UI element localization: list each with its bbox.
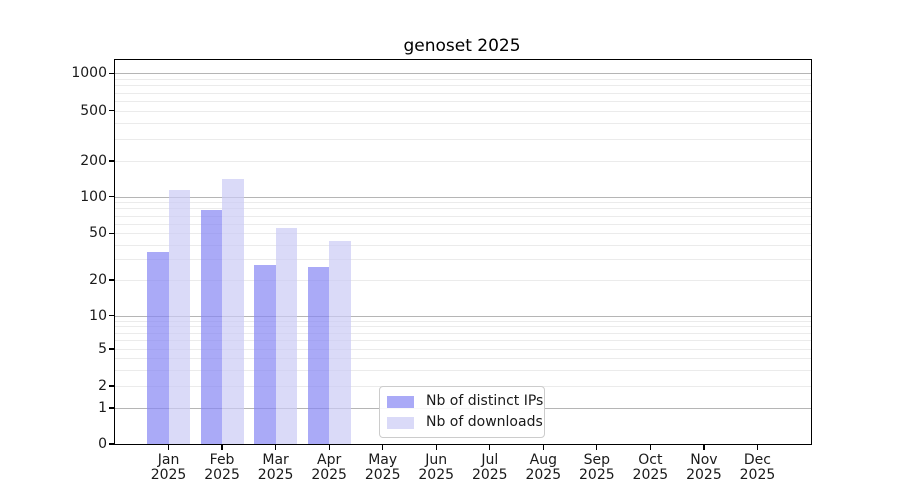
minor-gridline — [115, 233, 811, 235]
y-tick-label: 1 — [98, 399, 107, 416]
x-axis-tick — [328, 444, 330, 450]
x-axis-tick — [221, 444, 223, 450]
y-axis-tick — [109, 196, 115, 198]
y-tick-label: 500 — [80, 102, 107, 119]
y-axis-tick — [109, 385, 115, 387]
minor-gridline — [115, 160, 811, 162]
minor-gridline — [115, 92, 811, 94]
y-axis-tick — [109, 72, 115, 74]
x-axis-tick — [756, 444, 759, 450]
x-axis-tick — [649, 444, 651, 450]
major-gridline — [115, 196, 811, 198]
minor-gridline — [115, 78, 811, 80]
bar-feb-downloads — [222, 179, 244, 444]
y-axis-tick — [109, 232, 115, 234]
legend-item-distinct-ips: Nb of distinct IPs — [387, 394, 543, 409]
x-axis-tick — [596, 444, 598, 450]
y-tick-label: 10 — [89, 307, 107, 324]
bar-jan-distinct-ips — [147, 251, 169, 444]
minor-gridline — [115, 358, 811, 359]
bar-feb-distinct-ips — [200, 209, 223, 444]
minor-gridline — [115, 348, 811, 350]
x-tick-label: Jun 2025 — [418, 452, 455, 483]
bar-apr-downloads — [329, 241, 351, 444]
y-tick-label: 50 — [89, 225, 107, 242]
y-tick-label: 100 — [80, 188, 107, 205]
legend-swatch-distinct-ips — [387, 395, 414, 408]
chart-title: genoset 2025 — [403, 36, 521, 56]
bar-mar-downloads — [275, 228, 298, 444]
major-gridline — [115, 73, 811, 75]
bar-mar-distinct-ips — [254, 264, 276, 444]
minor-gridline — [115, 332, 811, 334]
minor-gridline — [115, 369, 811, 371]
x-axis-tick — [382, 444, 384, 450]
major-gridline — [115, 315, 811, 317]
minor-gridline — [115, 340, 811, 342]
y-tick-label: 20 — [89, 272, 107, 289]
legend: Nb of distinct IPs Nb of downloads — [379, 386, 545, 438]
y-axis-tick — [109, 407, 115, 409]
minor-gridline — [115, 85, 811, 87]
x-tick-label: Jan 2025 — [150, 452, 187, 483]
minor-gridline — [115, 202, 811, 204]
y-tick-label: 1000 — [71, 65, 107, 82]
x-tick-label: Sep 2025 — [579, 452, 615, 483]
minor-gridline — [115, 244, 811, 246]
legend-swatch-downloads — [387, 416, 414, 429]
minor-gridline — [115, 100, 811, 102]
minor-gridline — [115, 110, 811, 112]
x-tick-label: Apr 2025 — [311, 452, 347, 483]
x-tick-label: Nov 2025 — [686, 452, 722, 483]
y-tick-label: 5 — [98, 340, 107, 357]
x-tick-label: Dec 2025 — [739, 452, 776, 483]
x-tick-label: Jul 2025 — [471, 452, 508, 483]
legend-label-downloads: Nb of downloads — [426, 414, 543, 430]
minor-gridline — [115, 215, 811, 217]
x-axis-tick — [542, 444, 544, 450]
x-tick-label: Aug 2025 — [525, 452, 562, 483]
x-axis-tick — [167, 444, 170, 450]
minor-gridline — [115, 320, 811, 322]
y-tick-label: 2 — [98, 378, 107, 395]
minor-gridline — [115, 208, 811, 210]
legend-label-distinct-ips: Nb of distinct IPs — [426, 393, 544, 409]
minor-gridline — [115, 122, 811, 124]
minor-gridline — [115, 138, 811, 140]
y-axis-tick — [109, 443, 115, 445]
plot-area: 0 1 2 5 10 20 50 100 200 500 1000 Jan 2025 Feb 2025 Mar… — [71, 59, 812, 483]
minor-gridline — [115, 223, 811, 225]
x-tick-label: Mar 2025 — [257, 452, 294, 483]
y-axis-tick — [109, 160, 115, 162]
x-tick-label: Oct 2025 — [632, 452, 669, 483]
x-axis-tick — [703, 444, 705, 450]
y-axis-tick — [109, 279, 115, 281]
y-axis-tick — [109, 348, 115, 350]
y-axis-tick — [109, 110, 115, 112]
y-tick-label: 0 — [98, 436, 107, 452]
x-tick-label: Feb 2025 — [204, 452, 240, 483]
y-tick-label: 200 — [80, 152, 107, 169]
bar-jan-downloads — [168, 189, 191, 444]
minor-gridline — [115, 326, 811, 328]
minor-gridline — [115, 280, 811, 282]
x-axis-tick — [489, 444, 491, 450]
x-axis-tick — [275, 444, 277, 450]
y-axis-tick — [109, 314, 115, 317]
x-axis-tick — [435, 444, 437, 450]
x-tick-label: May 2025 — [364, 452, 401, 483]
legend-item-downloads: Nb of downloads — [387, 415, 543, 430]
minor-gridline — [115, 259, 811, 261]
bar-apr-distinct-ips — [307, 266, 330, 444]
